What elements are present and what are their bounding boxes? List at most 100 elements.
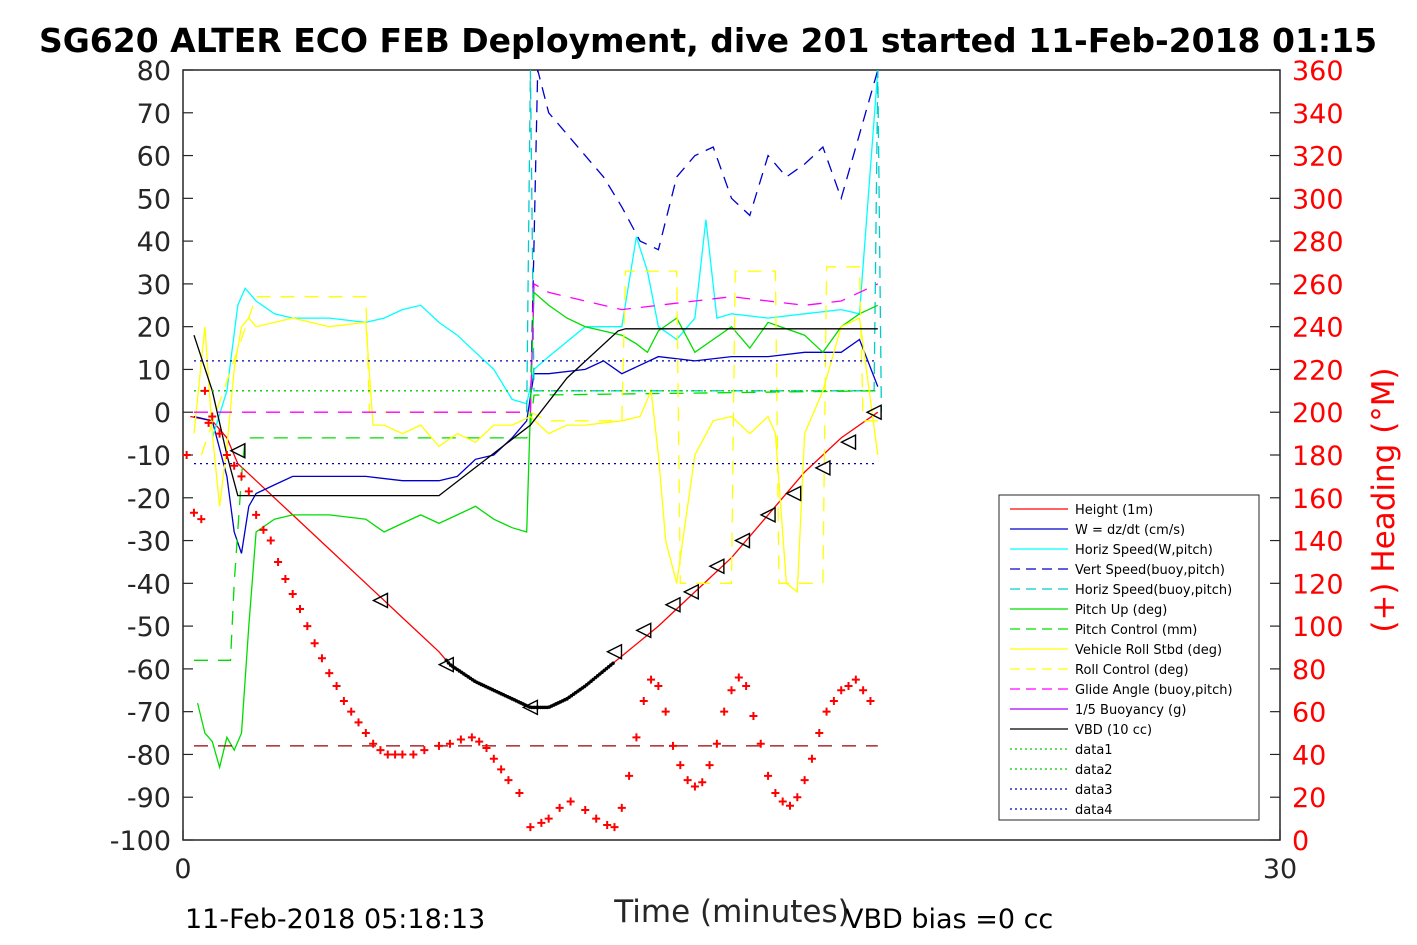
- triangle-marker: [521, 699, 539, 716]
- legend-label: Horiz Speed(W,pitch): [1075, 543, 1213, 558]
- heading-point: [555, 803, 564, 812]
- heading-point: [526, 823, 535, 832]
- legend-label: Height (1m): [1075, 503, 1153, 518]
- y-tick-label: 40: [137, 227, 171, 258]
- y-tick-label: -90: [127, 783, 171, 814]
- dive-dot: [611, 661, 615, 666]
- y2-tick-label: 200: [1292, 398, 1344, 429]
- heading-point: [482, 744, 491, 753]
- y-tick-label: -40: [127, 569, 171, 600]
- y2-tick-label: 120: [1292, 569, 1344, 600]
- heading-point: [822, 707, 831, 716]
- heading-point: [325, 669, 334, 678]
- y2-tick-label: 260: [1292, 270, 1344, 301]
- series-pitch: [196, 291, 879, 770]
- heading-point: [281, 575, 290, 584]
- heading-point: [215, 429, 224, 438]
- y2-tick-label: 80: [1292, 655, 1326, 686]
- legend-label: data1: [1075, 743, 1113, 758]
- heading-point: [252, 510, 261, 519]
- series-roll_ctl: [200, 266, 878, 584]
- heading-point: [288, 590, 297, 599]
- y-tick-label: 20: [137, 313, 171, 344]
- heading-point: [317, 654, 326, 663]
- y-tick-label: -70: [127, 698, 171, 729]
- dive-dot: [446, 661, 451, 665]
- heading-point: [467, 733, 476, 742]
- heading-point: [771, 788, 780, 797]
- y2-tick-label: 20: [1292, 783, 1326, 814]
- legend-label: Pitch Up (deg): [1075, 603, 1167, 618]
- heading-point: [259, 525, 268, 534]
- y-tick-label: 80: [137, 56, 171, 87]
- heading-point: [603, 821, 612, 830]
- heading-point: [347, 707, 356, 716]
- right-axis-ticks: 3603403203002802602402202001801601401201…: [1270, 56, 1344, 857]
- triangle-marker: [229, 442, 246, 459]
- marker-layer: [229, 404, 882, 716]
- series-horiz_buoy: [526, 69, 883, 413]
- heading-point: [445, 739, 454, 748]
- heading-point: [222, 451, 231, 459]
- footer-timestamp: 11-Feb-2018 05:18:13: [185, 904, 485, 935]
- heading-point: [632, 733, 641, 742]
- heading-point: [610, 823, 619, 832]
- heading-point: [369, 739, 378, 748]
- x-tick-label: 0: [174, 854, 191, 885]
- y-tick-label: -50: [127, 612, 171, 643]
- triangle-marker: [635, 622, 652, 639]
- heading-point: [398, 750, 407, 759]
- heading-point: [489, 754, 498, 763]
- legend: Height (1m) W = dz/dt (cm/s) Horiz Speed(W…: [998, 494, 1260, 821]
- y2-tick-label: 60: [1292, 698, 1326, 729]
- y-tick-label: 0: [154, 398, 171, 429]
- heading-point: [786, 801, 795, 810]
- triangle-marker: [814, 459, 831, 476]
- heading-point: [712, 739, 721, 748]
- heading-point: [756, 739, 765, 748]
- heading-point: [515, 788, 524, 797]
- heading-point: [544, 814, 553, 823]
- legend-label: Horiz Speed(buoy,pitch): [1075, 583, 1232, 598]
- heading-point: [837, 686, 846, 695]
- heading-point: [497, 765, 506, 774]
- y2-tick-label: 160: [1292, 484, 1344, 515]
- y-tick-label: -60: [127, 655, 171, 686]
- triangle-marker: [437, 656, 454, 673]
- heading-point: [690, 782, 699, 791]
- y-tick-label: -100: [110, 826, 171, 857]
- heading-point: [592, 814, 601, 823]
- triangle-marker: [682, 583, 699, 601]
- legend-label: Glide Angle (buoy,pitch): [1075, 683, 1233, 698]
- legend-label: Vert Speed(buoy,pitch): [1075, 563, 1225, 578]
- legend-label: data4: [1075, 803, 1113, 818]
- heading-point: [303, 622, 312, 631]
- heading-point: [676, 761, 685, 770]
- y-tick-label: -20: [127, 484, 171, 515]
- heading-point: [566, 797, 575, 806]
- heading-point: [266, 536, 275, 545]
- heading-point: [354, 718, 363, 727]
- heading-point: [420, 746, 429, 755]
- heading-point: [705, 761, 714, 770]
- heading-point: [815, 729, 824, 738]
- heading-point: [647, 675, 656, 684]
- triangle-marker: [708, 558, 725, 575]
- x-tick-label: 30: [1263, 854, 1297, 885]
- legend-label: W = dz/dt (cm/s): [1075, 523, 1185, 538]
- legend-label: 1/5 Buoyancy (g): [1075, 703, 1186, 718]
- heading-point: [639, 696, 648, 705]
- triangle-marker: [839, 434, 857, 451]
- triangle-marker: [865, 404, 882, 421]
- y2-tick-label: 100: [1292, 612, 1344, 643]
- heading-point: [189, 508, 198, 517]
- y-tick-label: 50: [137, 184, 171, 215]
- y2-tick-label: 220: [1292, 355, 1344, 386]
- y-tick-label: 60: [137, 142, 171, 173]
- y2-tick-label: 320: [1292, 142, 1344, 173]
- heading-point: [734, 673, 743, 682]
- y-tick-label: 10: [137, 355, 171, 386]
- y2-axis-label: (+) Heading (°M): [1366, 367, 1402, 632]
- y2-tick-label: 300: [1292, 184, 1344, 215]
